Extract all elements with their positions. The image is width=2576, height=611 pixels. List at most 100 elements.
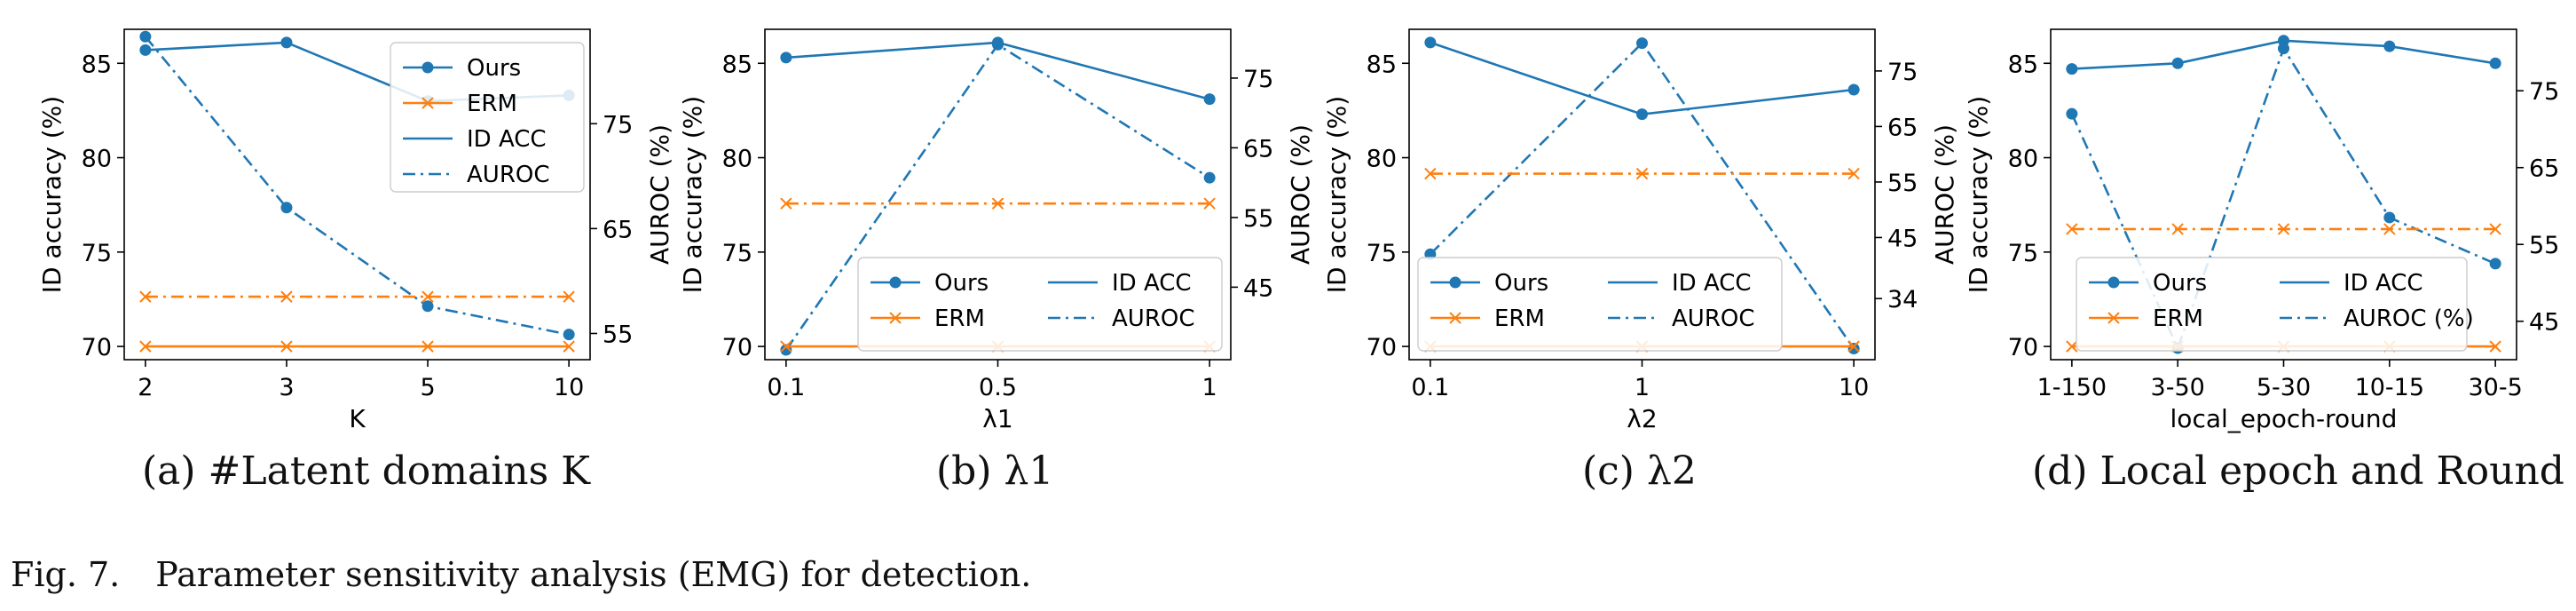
legend-marker	[889, 276, 902, 289]
series-ours-id-acc-point	[1203, 93, 1216, 106]
y-left-axis-label: ID accuracy (%)	[1964, 96, 1993, 293]
x-tick-label: 5-30	[2257, 374, 2311, 401]
series-erm-id-acc-point	[2489, 340, 2501, 353]
y-right-tick-label: 65	[1887, 114, 1918, 141]
series-erm-auroc-point	[2171, 223, 2184, 235]
y-left-tick-label: 75	[2008, 240, 2038, 267]
series-erm-id-acc-point	[421, 340, 434, 353]
chart-panel-2: 0.1 0.5 1 70 75 80 85 45 55 65 75 λ1 ID accuracy (%)…	[678, 28, 1315, 433]
x-tick-label: 1	[1202, 374, 1217, 401]
legend: Ours ID ACC ERM AUROC (%)	[2076, 257, 2474, 352]
y-left-tick-label: 80	[1367, 146, 1397, 173]
series-erm-auroc-point	[139, 290, 152, 303]
y-right-tick-label: 55	[1243, 205, 1273, 233]
x-tick-label: 3	[279, 374, 294, 401]
subcaption-a: (a) #Latent domains K	[142, 448, 591, 494]
series-erm-auroc-point	[280, 290, 293, 303]
y-right-axis-label: AUROC (%)	[1286, 124, 1315, 265]
y-left-tick-label: 80	[722, 146, 752, 173]
series-erm-auroc-point	[1847, 167, 1860, 180]
series-erm-auroc-point	[991, 197, 1004, 210]
y-right-tick-label: 45	[1887, 225, 1918, 252]
legend-box	[857, 257, 1223, 352]
y-left-tick-label: 85	[82, 51, 112, 78]
y-left-axis-label: ID accuracy (%)	[1322, 96, 1351, 293]
subcaption-c: (c) λ2	[1582, 448, 1697, 494]
series-ours-auroc-point	[1636, 37, 1648, 50]
series-erm-auroc-point	[2277, 223, 2290, 235]
plot-frame	[123, 28, 591, 361]
y-right-tick-label: 55	[2529, 232, 2559, 259]
series-ours-auroc-point	[2489, 258, 2501, 270]
chart-panel-4: 1-150 3-50 5-30 10-15 30-5 70 75 80 85 45 55 65 75 lo…	[1964, 28, 2576, 433]
y-left-tick-label: 70	[722, 334, 752, 361]
y-left-tick-label: 75	[1367, 240, 1397, 267]
series-erm-auroc-point	[2489, 223, 2501, 235]
legend-label: AUROC	[467, 162, 550, 188]
series-ours-auroc-point	[2383, 211, 2396, 224]
y-right-tick-label: 55	[1887, 170, 1918, 197]
series-ours-auroc-point	[280, 202, 293, 214]
legend-label: ID ACC	[1112, 270, 1192, 297]
figure-caption-text: Parameter sensitivity analysis (EMG) for…	[155, 555, 1032, 594]
series-erm-id-acc-point	[780, 340, 792, 353]
legend-label: Ours	[1494, 270, 1548, 297]
legend-label: ERM	[2153, 306, 2203, 332]
legend-label: ID ACC	[2344, 270, 2423, 297]
series-erm-auroc-point	[2383, 223, 2396, 235]
x-tick-label: 30-5	[2468, 374, 2522, 401]
series-ours-auroc-point	[1847, 342, 1860, 354]
y-left-tick-label: 85	[722, 51, 752, 78]
legend-box	[1417, 257, 1783, 352]
y-right-tick-label: 45	[1243, 274, 1273, 302]
legend-marker	[421, 97, 434, 109]
y-left-tick-label: 85	[2008, 51, 2038, 78]
x-axis-label: K	[349, 404, 366, 433]
series-ours-auroc-line	[144, 36, 570, 336]
y-right-tick-label: 34	[1887, 286, 1918, 313]
legend-label: AUROC	[1112, 306, 1195, 332]
y-right-axis-label: AUROC (%)	[2572, 124, 2576, 265]
legend-marker	[421, 61, 434, 74]
y-left-axis-label: ID accuracy (%)	[37, 96, 67, 293]
series-erm-id-acc-point	[139, 340, 152, 353]
series-ours-auroc-point	[2066, 107, 2078, 120]
legend-label: Ours	[2153, 270, 2207, 297]
y-right-tick-label: 75	[1243, 66, 1273, 93]
x-tick-label: 1-150	[2037, 374, 2107, 401]
series-ours-id-acc-point	[1636, 108, 1648, 121]
legend-label: ERM	[934, 306, 985, 332]
chart-panel-3: 0.1 1 10 70 75 80 85 34 45 55 65 75 λ2 ID accuracy (%…	[1322, 28, 1959, 433]
x-tick-label: 0.1	[767, 374, 805, 401]
y-left-tick-label: 80	[2008, 146, 2038, 173]
legend-marker	[2107, 312, 2120, 324]
y-left-tick-label: 70	[1367, 334, 1397, 361]
legend-label: ERM	[467, 91, 517, 117]
series-ours-id-acc-point	[280, 36, 293, 49]
legend-label: Ours	[934, 270, 989, 297]
series-ours-auroc-point	[2278, 43, 2289, 55]
legend-marker	[1449, 312, 1461, 324]
series-ours-auroc-point	[563, 329, 575, 341]
y-right-tick-label: 45	[2529, 309, 2559, 337]
y-left-tick-label: 75	[82, 240, 112, 267]
x-tick-label: 10-15	[2355, 374, 2424, 401]
y-right-tick-label: 75	[1887, 59, 1918, 86]
series-ours-id-acc-point	[1847, 83, 1860, 96]
series-erm-auroc-point	[1203, 197, 1216, 210]
legend-marker	[2107, 276, 2120, 289]
y-left-tick-label: 70	[2008, 334, 2038, 361]
figure-label: Fig. 7.	[11, 555, 121, 594]
x-axis-label: local_epoch-round	[2170, 404, 2398, 433]
y-right-tick-label: 75	[2529, 78, 2559, 106]
y-right-tick-label: 65	[2529, 155, 2559, 183]
series-ours-auroc-point	[1203, 171, 1216, 184]
legend-label: AUROC	[1672, 306, 1755, 332]
x-tick-label: 0.1	[1411, 374, 1449, 401]
series-ours-id-acc-point	[2066, 63, 2078, 75]
series-erm-auroc-point	[563, 290, 575, 303]
series-ours-auroc-point	[139, 30, 152, 43]
series-erm-auroc-point	[421, 290, 434, 303]
legend: Ours ID ACC ERM AUROC	[857, 257, 1223, 352]
